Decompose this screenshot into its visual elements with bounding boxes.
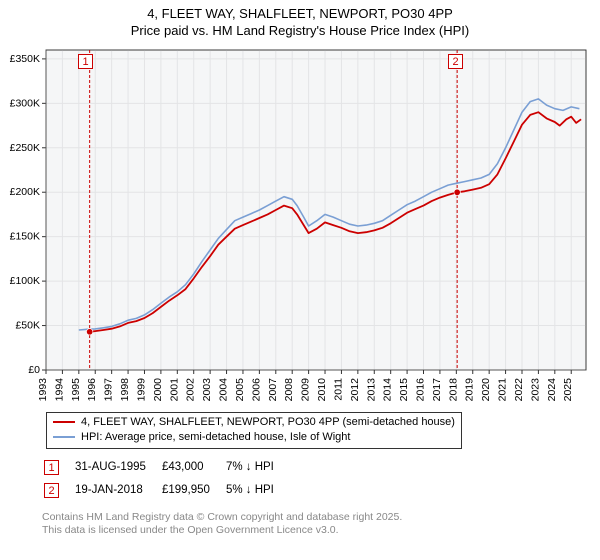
footer-line-1: Contains HM Land Registry data © Crown c… [42, 511, 600, 525]
transaction-date: 31-AUG-1995 [75, 457, 160, 478]
transaction-row: 1 31-AUG-1995£43,0007% ↓ HPI [44, 457, 288, 478]
svg-text:2025: 2025 [562, 378, 574, 402]
svg-text:1999: 1999 [135, 378, 147, 402]
footer-line-2: This data is licensed under the Open Gov… [42, 524, 600, 538]
svg-text:£350K: £350K [10, 53, 40, 65]
legend-text: 4, FLEET WAY, SHALFLEET, NEWPORT, PO30 4… [81, 415, 455, 430]
legend-box: 4, FLEET WAY, SHALFLEET, NEWPORT, PO30 4… [46, 412, 462, 449]
transaction-delta: 7% ↓ HPI [226, 457, 288, 478]
svg-text:2005: 2005 [234, 378, 246, 402]
chart-marker-label-2: 2 [448, 54, 463, 69]
svg-text:£300K: £300K [10, 97, 40, 109]
svg-text:2008: 2008 [283, 378, 295, 402]
chart-container: £0 £50K £100K £150K £200K £250K £300K £350K 1993… [0, 40, 600, 410]
svg-text:2007: 2007 [267, 378, 279, 402]
svg-text:2001: 2001 [168, 378, 180, 402]
svg-text:2006: 2006 [250, 378, 262, 402]
svg-text:2021: 2021 [497, 378, 509, 402]
svg-text:2012: 2012 [349, 378, 361, 402]
svg-text:2004: 2004 [218, 378, 230, 402]
svg-text:£0: £0 [28, 364, 40, 376]
chart-title-block: 4, FLEET WAY, SHALFLEET, NEWPORT, PO30 4… [0, 0, 600, 40]
svg-text:£50K: £50K [15, 320, 40, 332]
svg-text:1996: 1996 [86, 378, 98, 402]
svg-text:2023: 2023 [529, 378, 541, 402]
svg-text:2017: 2017 [431, 378, 443, 402]
line-chart-svg: £0 £50K £100K £150K £200K £250K £300K £350K 1993… [0, 40, 600, 410]
svg-text:2018: 2018 [447, 378, 459, 402]
svg-text:1998: 1998 [119, 378, 131, 402]
svg-text:2009: 2009 [300, 378, 312, 402]
svg-text:2013: 2013 [365, 378, 377, 402]
svg-text:2003: 2003 [201, 378, 213, 402]
legend-row-1: HPI: Average price, semi-detached house,… [53, 430, 455, 445]
svg-text:1995: 1995 [70, 378, 82, 402]
svg-text:2002: 2002 [185, 378, 197, 402]
legend-text: HPI: Average price, semi-detached house,… [81, 430, 350, 445]
legend-row-0: 4, FLEET WAY, SHALFLEET, NEWPORT, PO30 4… [53, 415, 455, 430]
transaction-badge-1: 1 [44, 460, 59, 475]
svg-text:£150K: £150K [10, 231, 40, 243]
svg-text:2022: 2022 [513, 378, 525, 402]
svg-text:2014: 2014 [382, 378, 394, 402]
svg-text:2019: 2019 [464, 378, 476, 402]
legend-swatch [53, 421, 75, 423]
title-line-1: 4, FLEET WAY, SHALFLEET, NEWPORT, PO30 4… [0, 6, 600, 21]
svg-text:1997: 1997 [103, 378, 115, 402]
svg-text:2020: 2020 [480, 378, 492, 402]
svg-text:2024: 2024 [546, 378, 558, 402]
svg-text:£250K: £250K [10, 142, 40, 154]
svg-text:2011: 2011 [332, 378, 344, 401]
transaction-badge-2: 2 [44, 483, 59, 498]
transaction-price: £199,950 [162, 480, 224, 501]
transaction-row: 2 19-JAN-2018£199,9505% ↓ HPI [44, 480, 288, 501]
svg-text:1994: 1994 [53, 378, 65, 402]
svg-text:£200K: £200K [10, 186, 40, 198]
svg-text:2010: 2010 [316, 378, 328, 402]
svg-text:2015: 2015 [398, 378, 410, 402]
svg-text:2016: 2016 [415, 378, 427, 402]
legend-swatch [53, 436, 75, 438]
svg-text:£100K: £100K [10, 275, 40, 287]
transaction-price: £43,000 [162, 457, 224, 478]
transaction-delta: 5% ↓ HPI [226, 480, 288, 501]
transaction-date: 19-JAN-2018 [75, 480, 160, 501]
title-line-2: Price paid vs. HM Land Registry's House … [0, 23, 600, 38]
chart-marker-label-1: 1 [78, 54, 93, 69]
footer-attribution: Contains HM Land Registry data © Crown c… [42, 511, 600, 538]
svg-text:2000: 2000 [152, 378, 164, 402]
transactions-table: 1 31-AUG-1995£43,0007% ↓ HPI 2 19-JAN-2018£… [42, 455, 290, 503]
svg-text:1993: 1993 [37, 378, 49, 402]
